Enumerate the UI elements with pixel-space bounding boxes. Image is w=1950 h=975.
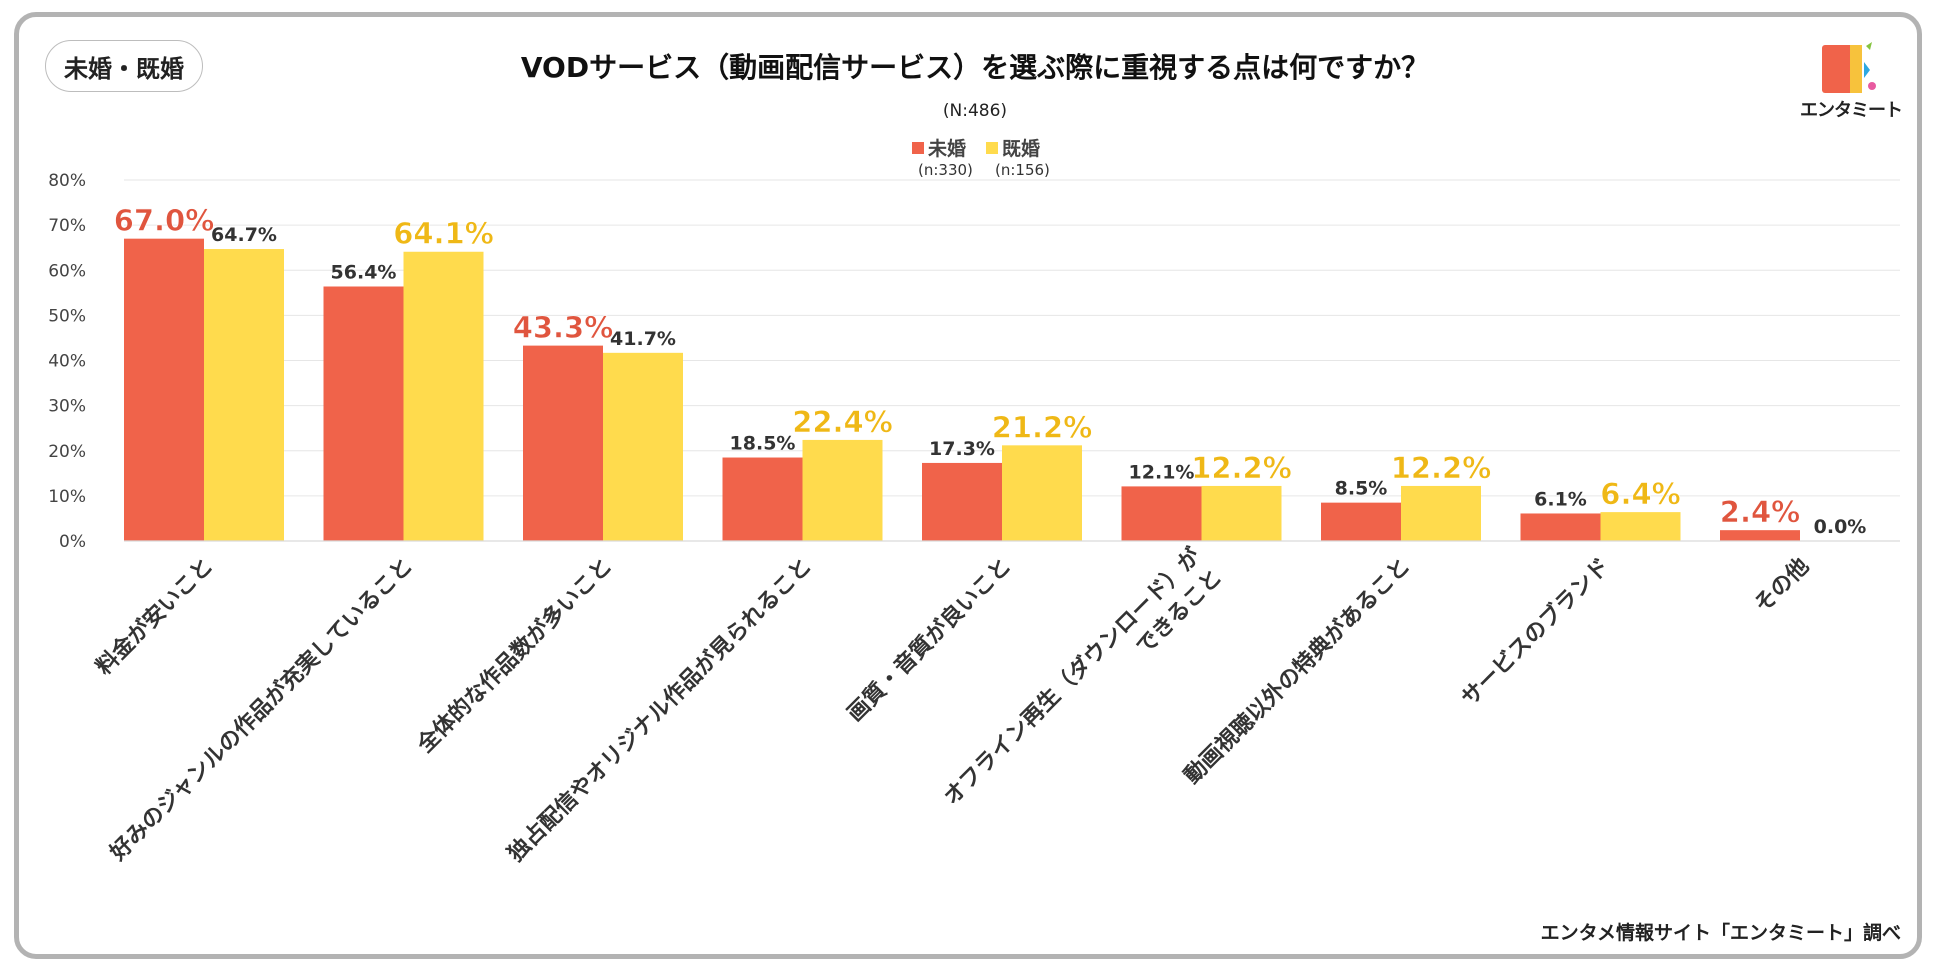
category-label: 独占配信やオリジナル作品が見られること: [503, 553, 817, 867]
y-tick-label: 10%: [48, 487, 86, 507]
legend-n-unmarried: (n:330): [918, 161, 973, 179]
y-tick-label: 20%: [48, 442, 86, 462]
bar-married: [1401, 485, 1481, 541]
entameet-logo-icon: [1822, 42, 1876, 93]
chart-title: VODサービス（動画配信サービス）を選ぶ際に重視する点は何ですか？: [520, 51, 1430, 84]
data-label: 0.0%: [1814, 516, 1867, 538]
data-label: 67.0%: [114, 204, 215, 238]
bar-married: [204, 249, 284, 541]
bar-unmarried: [523, 345, 603, 541]
bar-unmarried: [323, 286, 404, 541]
bar-married: [1201, 485, 1282, 541]
data-label: 17.3%: [929, 438, 995, 460]
category-label: 料金が安いこと: [91, 553, 218, 680]
segment-badge: 未婚・既婚: [45, 40, 203, 92]
data-label: 64.7%: [211, 224, 277, 246]
legend-n-married: (n:156): [995, 161, 1050, 179]
source-note: エンタメ情報サイト「エンタミート」調べ: [1540, 922, 1901, 944]
data-label: 41.7%: [610, 328, 676, 350]
category-label: その他: [1750, 554, 1814, 618]
y-tick-label: 60%: [48, 261, 86, 281]
bar-unmarried: [124, 238, 204, 541]
y-tick-label: 0%: [59, 532, 86, 552]
data-label: 6.4%: [1600, 477, 1680, 511]
category-label: 画質・音質が良いこと: [842, 553, 1016, 727]
category-label: 好みのジャンルの作品が充実していること: [104, 553, 417, 866]
bar-unmarried: [1121, 486, 1202, 541]
bar-unmarried: [922, 462, 1002, 541]
y-tick-label: 30%: [48, 397, 86, 417]
y-tick-label: 70%: [48, 216, 86, 236]
y-tick-label: 50%: [48, 306, 86, 326]
bar-unmarried: [722, 457, 803, 541]
data-label: 18.5%: [730, 433, 796, 455]
y-tick-label: 80%: [48, 171, 86, 191]
chart-subtitle: (N:486): [942, 101, 1008, 121]
category-label: サービスのブランド: [1456, 553, 1614, 711]
y-tick-label: 40%: [48, 352, 86, 372]
legend-label-unmarried: 未婚: [928, 138, 967, 160]
data-label: 12.2%: [1391, 451, 1492, 485]
legend-item-married: 既婚: [986, 134, 1040, 161]
bar-unmarried: [1520, 513, 1601, 541]
data-label: 2.4%: [1720, 495, 1800, 529]
legend-item-unmarried: 未婚: [912, 134, 966, 161]
data-label: 64.1%: [393, 217, 494, 251]
data-label: 12.1%: [1129, 461, 1195, 483]
logo-text: エンタミート: [1800, 100, 1903, 121]
bar-married: [603, 352, 683, 541]
legend-label-married: 既婚: [1002, 138, 1041, 160]
data-label: 43.3%: [513, 311, 614, 345]
bar-unmarried: [1720, 530, 1800, 541]
bar-married: [802, 439, 883, 541]
data-label: 6.1%: [1534, 488, 1587, 510]
data-label: 21.2%: [992, 410, 1093, 444]
legend-swatch-unmarried: [912, 142, 924, 154]
category-label: 全体的な作品数が多いこと: [411, 553, 617, 759]
legend-swatch-married: [986, 142, 998, 154]
bar-married: [1600, 512, 1681, 541]
bar-married: [403, 251, 484, 541]
data-label: 8.5%: [1335, 478, 1388, 500]
bar-unmarried: [1321, 502, 1401, 541]
data-label: 56.4%: [331, 261, 397, 283]
bar-married: [1002, 445, 1082, 541]
data-label: 12.2%: [1191, 451, 1292, 485]
data-label: 22.4%: [792, 405, 893, 439]
